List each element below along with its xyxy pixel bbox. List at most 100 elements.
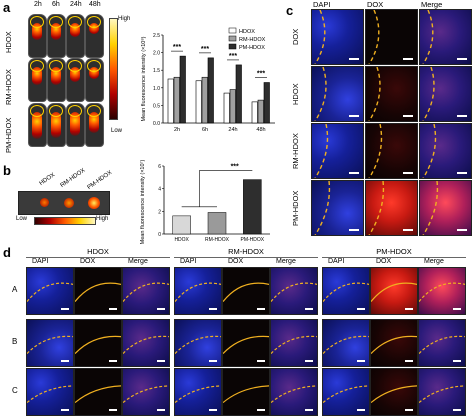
tumor-boundary — [123, 385, 169, 404]
microscopy-image — [311, 66, 364, 122]
tumor-boundary — [75, 335, 121, 355]
scale-bar — [457, 229, 467, 231]
tumor-boundary — [323, 282, 369, 302]
scale-bar — [157, 409, 165, 411]
boundary-line — [419, 282, 465, 302]
tumor-circle — [30, 60, 44, 72]
bar — [243, 179, 262, 235]
row-label: RM-HDOX — [291, 133, 300, 169]
significance-label: *** — [229, 53, 237, 60]
scale-bar — [349, 115, 359, 117]
boundary-line — [422, 67, 435, 121]
boundary-line — [123, 385, 169, 404]
tumor-boundary — [271, 335, 317, 355]
scale-bar — [403, 115, 413, 117]
tumor-boundary — [368, 124, 383, 178]
panel-label-b: b — [3, 163, 11, 178]
organ-label: PM-HDOX — [86, 169, 114, 191]
mouse-image — [66, 58, 85, 102]
boundary-line — [419, 385, 465, 404]
boundary-line — [175, 282, 221, 302]
fluorescence-signal — [32, 67, 42, 85]
mouse-image — [85, 103, 104, 147]
organ-image-strip — [18, 191, 110, 215]
scale-bar — [349, 58, 359, 60]
scale-bar — [257, 409, 265, 411]
scale-bar — [209, 308, 217, 310]
scale-bar — [157, 360, 165, 362]
row-label: A — [12, 285, 18, 294]
mouse-image — [28, 58, 47, 102]
tumor-boundary — [314, 181, 331, 235]
boundary-line — [123, 282, 169, 302]
tumor-boundary — [422, 124, 437, 178]
scale-bar — [357, 308, 365, 310]
scale-bar — [403, 58, 413, 60]
row-label: PM-HDOX — [4, 117, 13, 153]
row-label: HDOX — [291, 83, 300, 105]
y-tick-label: 0.5 — [153, 103, 160, 109]
row-label: C — [12, 386, 18, 395]
bar — [172, 215, 191, 235]
microscopy-image — [418, 319, 466, 367]
y-tick-label: 1.0 — [153, 86, 160, 92]
organ-label: HDOX — [38, 172, 57, 187]
legend-swatch — [228, 35, 237, 42]
tumor-boundary — [75, 385, 121, 404]
tumor-circle — [30, 16, 44, 28]
colorbar — [109, 18, 118, 120]
scale-bar — [405, 360, 413, 362]
tumor-circle — [87, 16, 101, 28]
boundary-line — [223, 335, 269, 355]
scale-bar — [61, 308, 69, 310]
boundary-line — [271, 385, 317, 404]
fluorescence-signal — [51, 112, 61, 138]
scale-bar — [257, 308, 265, 310]
tumor-boundary — [419, 282, 465, 302]
row-label: RM-HDOX — [4, 69, 13, 105]
tumor-boundary — [323, 385, 369, 404]
tumor-boundary — [271, 385, 317, 404]
column-header: Merge — [276, 258, 296, 265]
fluorescence-signal — [51, 67, 61, 85]
boundary-line — [27, 282, 73, 302]
group-header: PM-HDOX — [322, 247, 466, 258]
microscopy-image — [174, 368, 222, 416]
bar — [195, 80, 202, 124]
tumor-circle — [87, 105, 101, 117]
tumor-boundary — [314, 10, 326, 64]
tumor-circle — [49, 60, 63, 72]
x-tick-label: 6h — [202, 127, 208, 133]
scale-bar — [405, 308, 413, 310]
microscopy-image — [122, 267, 170, 315]
mouse-image — [47, 14, 66, 58]
boundary-line — [371, 282, 417, 302]
microscopy-image — [74, 368, 122, 416]
timepoint-label: 48h — [89, 1, 101, 8]
timepoint-label: 24h — [70, 1, 82, 8]
y-tick-label: 4 — [158, 187, 161, 193]
microscopy-image — [365, 123, 418, 179]
x-tick-label: 2h — [174, 127, 180, 133]
fluorescence-signal — [32, 23, 42, 40]
microscopy-image — [26, 319, 74, 367]
tumor-boundary — [223, 385, 269, 404]
microscopy-image — [270, 319, 318, 367]
scale-bar — [457, 172, 467, 174]
fluorescence-signal — [89, 23, 99, 34]
organ-spot — [88, 197, 100, 209]
row-label: HDOX — [4, 31, 13, 53]
boundary-line — [175, 385, 221, 404]
chart-b: 0 2 4 6 Mean fluorescence intensity (×10⁷) HD… — [139, 159, 270, 244]
microscopy-image — [365, 66, 418, 122]
microscopy-image — [122, 319, 170, 367]
tumor-boundary — [75, 282, 121, 302]
tumor-circle — [68, 105, 82, 117]
boundary-line — [27, 385, 73, 404]
microscopy-image — [311, 123, 364, 179]
panel-label-d: d — [3, 245, 11, 260]
microscopy-image — [322, 319, 370, 367]
legend-label: PM-HDOX — [239, 45, 265, 51]
scale-bar — [357, 360, 365, 362]
column-header: DAPI — [32, 258, 49, 265]
